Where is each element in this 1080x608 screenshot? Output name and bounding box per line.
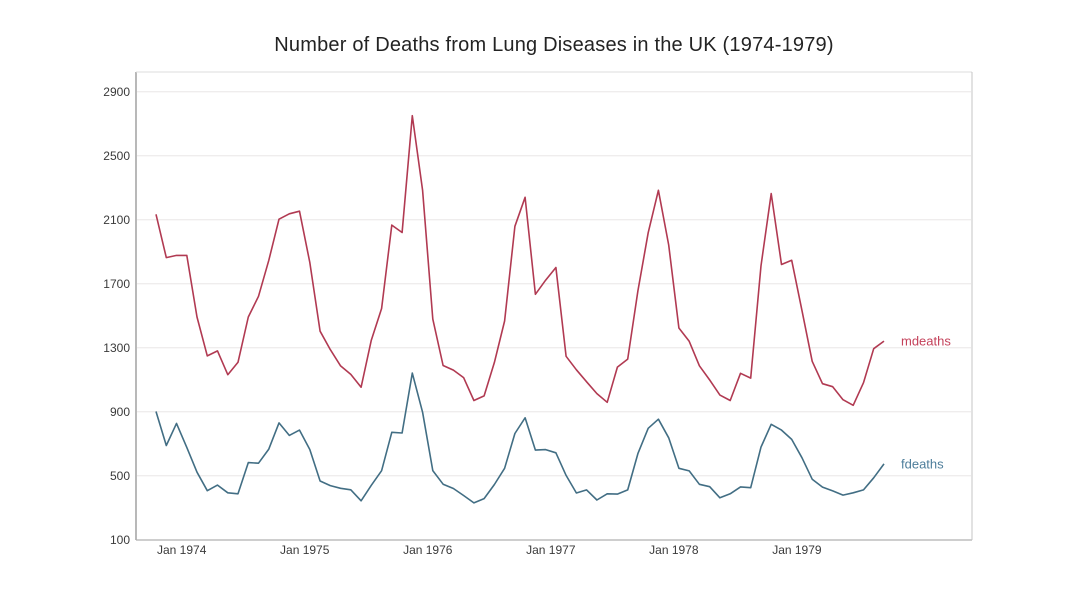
- x-tick-label: Jan 1976: [403, 543, 453, 557]
- x-tick-label: Jan 1974: [157, 543, 207, 557]
- fdeaths-line: [155, 372, 885, 504]
- chart-title: Number of Deaths from Lung Diseases in t…: [274, 34, 834, 56]
- fdeaths-label: fdeaths: [901, 456, 944, 471]
- y-tick-label: 1300: [103, 341, 130, 355]
- y-tick-label: 1700: [103, 277, 130, 291]
- x-tick-label: Jan 1975: [280, 543, 330, 557]
- x-tick-label: Jan 1978: [649, 543, 699, 557]
- mdeaths-label: mdeaths: [901, 334, 951, 349]
- mdeaths-line: [155, 114, 885, 407]
- y-tick-label: 500: [110, 469, 130, 483]
- y-tick-label: 2900: [103, 85, 130, 99]
- y-tick-label: 2500: [103, 149, 130, 163]
- y-tick-label: 100: [110, 533, 130, 547]
- x-tick-label: Jan 1979: [772, 543, 822, 557]
- x-tick-label: Jan 1977: [526, 543, 576, 557]
- y-tick-label: 2100: [103, 213, 130, 227]
- y-tick-label: 900: [110, 405, 130, 419]
